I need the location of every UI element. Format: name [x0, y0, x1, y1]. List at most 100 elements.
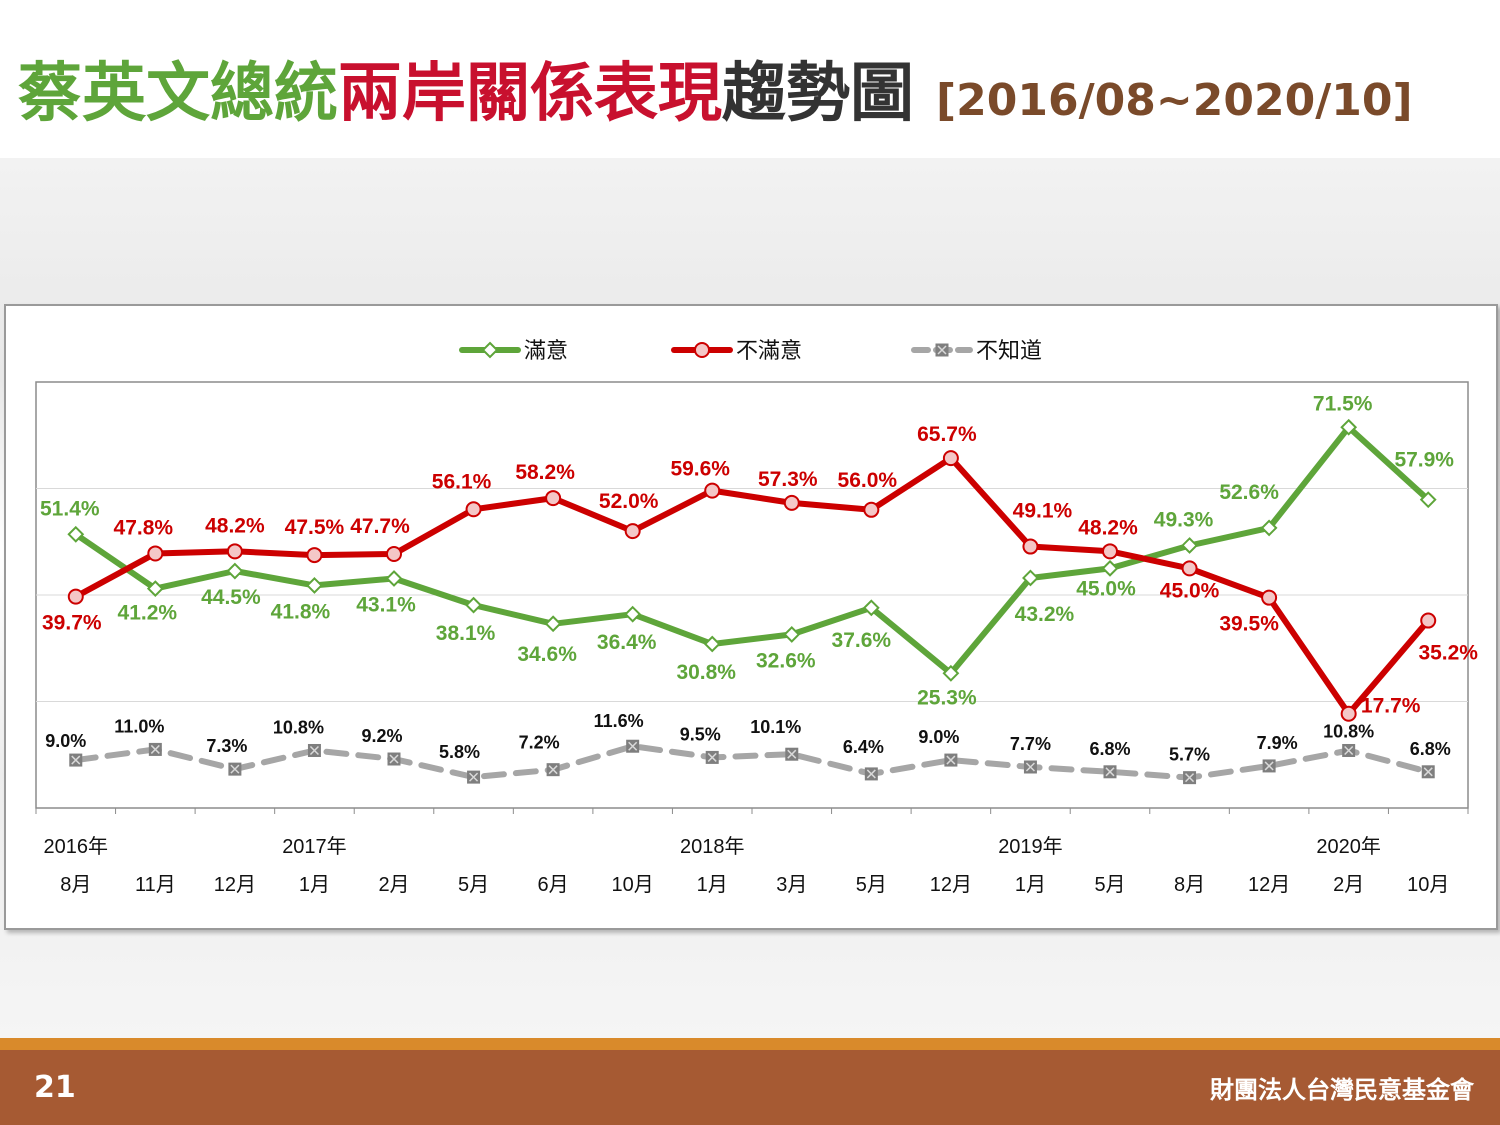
data-label: 6.4%	[843, 737, 884, 757]
x-tick-label: 2月	[378, 874, 409, 896]
data-label: 49.3%	[1154, 508, 1214, 531]
x-tick-label: 10月	[1407, 874, 1449, 896]
data-label: 7.9%	[1257, 733, 1298, 753]
data-point-satisfied	[783, 625, 801, 643]
data-point-satisfied	[226, 562, 244, 580]
data-point-dissatisfied	[545, 490, 562, 507]
title-subject: 兩岸關係表現	[338, 57, 722, 131]
data-point-dissatisfied	[624, 523, 641, 540]
x-tick-label: 10月	[612, 874, 654, 896]
data-point-unknown-cross	[1264, 761, 1274, 771]
data-point-unknown-cross	[230, 764, 240, 774]
data-point-satisfied	[1181, 537, 1198, 554]
x-tick-label: 3月	[776, 874, 807, 896]
data-label: 52.6%	[1219, 481, 1279, 504]
data-label: 11.0%	[114, 716, 164, 736]
data-point-dissatisfied	[226, 543, 243, 560]
data-point-dissatisfied	[1181, 560, 1198, 577]
x-tick-label: 12月	[214, 874, 256, 896]
title-president: 蔡英文總統	[18, 57, 338, 131]
data-label: 35.2%	[1418, 642, 1478, 665]
organization-name: 財團法人台灣民意基金會	[1210, 1076, 1474, 1104]
data-point-satisfied	[1419, 491, 1437, 509]
data-label: 32.6%	[756, 649, 816, 672]
data-label: 7.3%	[206, 736, 247, 756]
data-label: 5.7%	[1169, 745, 1210, 765]
data-label: 47.8%	[114, 516, 174, 539]
data-label: 36.4%	[597, 631, 657, 654]
data-point-unknown-cross	[866, 769, 876, 779]
series-line	[72, 455, 1432, 717]
data-label: 10.1%	[750, 717, 801, 737]
data-label: 41.2%	[118, 602, 178, 625]
data-point-dissatisfied	[704, 482, 721, 499]
page-title: 蔡英文總統兩岸關係表現趨勢圖 [2016/08~2020/10]	[18, 42, 1413, 132]
data-point-unknown-cross	[628, 741, 638, 751]
data-point-dissatisfied	[694, 342, 710, 358]
data-point-dissatisfied	[1340, 705, 1357, 722]
x-tick-label: 2月	[1333, 874, 1364, 896]
data-label: 57.9%	[1394, 449, 1454, 472]
data-label: 34.6%	[517, 643, 577, 666]
data-point-unknown-cross	[1185, 773, 1195, 783]
series-line	[72, 743, 1432, 781]
data-label: 37.6%	[832, 629, 892, 652]
data-point-dissatisfied	[942, 450, 959, 467]
data-point-satisfied	[465, 596, 482, 614]
x-tick-label: 1月	[299, 874, 330, 896]
data-label: 44.5%	[201, 586, 261, 609]
data-point-satisfied	[1340, 418, 1358, 436]
data-label: 6.8%	[1410, 739, 1451, 759]
line-chart: 8月 11月 12月 1月 2月 5月 6月 10月 1月 3月 5月 12月 1月 5月 8月 12月 2月 1…	[35, 338, 1478, 896]
x-year-label: 2018年	[680, 835, 745, 858]
footer-bar	[0, 1050, 1500, 1125]
data-point-dissatisfied	[863, 501, 880, 518]
data-point-unknown-cross	[71, 755, 81, 765]
legend-label: 不知道	[976, 338, 1042, 363]
series-satisfied: 51.4% 41.2% 44.5% 41.8% 43.1% 38.1% 34.6% 36.4%…	[40, 392, 1454, 709]
data-point-dissatisfied	[783, 494, 800, 511]
x-tick-label: 12月	[1248, 874, 1290, 896]
data-point-satisfied	[306, 577, 323, 594]
x-year-label: 2019年	[998, 835, 1063, 858]
data-point-satisfied	[624, 605, 642, 623]
data-point-dissatisfied	[1022, 538, 1039, 555]
data-point-unknown-cross	[937, 345, 947, 355]
page-number: 21	[34, 1070, 76, 1105]
data-label: 59.6%	[670, 458, 730, 481]
data-point-unknown-cross	[150, 744, 160, 754]
x-tick-label: 8月	[60, 874, 91, 896]
x-tick-label: 6月	[538, 874, 569, 896]
data-label: 5.8%	[439, 742, 480, 762]
data-label: 17.7%	[1361, 695, 1421, 718]
data-label: 9.0%	[45, 731, 86, 751]
data-point-dissatisfied	[1102, 543, 1118, 560]
data-label: 9.2%	[361, 726, 402, 746]
data-point-unknown-cross	[787, 749, 797, 759]
data-label: 41.8%	[271, 600, 331, 623]
data-point-satisfied	[385, 570, 403, 587]
x-tick-label: 5月	[856, 874, 887, 896]
data-point-dissatisfied	[67, 588, 84, 605]
data-point-unknown-cross	[309, 745, 319, 756]
series-line	[72, 424, 1432, 677]
data-point-satisfied	[862, 599, 880, 617]
x-year-label: 2016年	[44, 835, 109, 858]
data-label: 38.1%	[436, 622, 496, 645]
data-point-unknown-cross	[1423, 767, 1433, 777]
data-point-dissatisfied	[1261, 589, 1278, 606]
data-label: 9.5%	[680, 724, 721, 744]
data-point-unknown-cross	[1105, 767, 1115, 777]
data-label: 39.7%	[42, 612, 102, 635]
legend-label: 滿意	[524, 338, 568, 363]
data-point-satisfied	[544, 615, 562, 633]
data-label: 57.3%	[758, 468, 818, 491]
data-point-dissatisfied	[306, 547, 323, 564]
data-label: 43.2%	[1015, 603, 1075, 626]
data-point-unknown-cross	[389, 754, 399, 764]
x-year-label: 2020年	[1316, 835, 1381, 858]
x-tick-label: 8月	[1174, 874, 1205, 896]
data-point-satisfied	[703, 635, 721, 653]
data-point-dissatisfied	[1420, 612, 1437, 629]
data-point-satisfied	[1022, 569, 1039, 587]
